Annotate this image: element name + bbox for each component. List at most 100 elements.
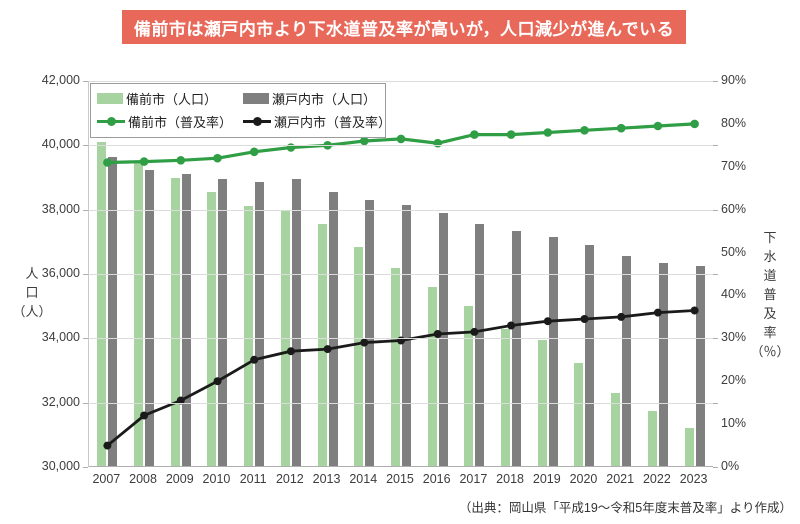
right-tick-label: 10%	[721, 416, 747, 431]
marker-setouchi-rate-2013	[323, 345, 332, 354]
marker-setouchi-rate-2018	[507, 321, 516, 330]
bar-setouchi-population-2020	[585, 245, 595, 467]
marker-bizen-rate-2022	[653, 121, 663, 131]
x-label-2019: 2019	[532, 472, 561, 486]
right-axis-title-line: （％）	[750, 344, 790, 359]
right-axis-title-line: 水	[763, 249, 777, 264]
legend-dot	[253, 117, 262, 126]
marker-setouchi-rate-2007	[103, 441, 112, 450]
left-axis-tick	[83, 274, 88, 275]
x-label-2011: 2011	[239, 472, 267, 486]
marker-setouchi-rate-2010	[213, 377, 222, 386]
x-label-2017: 2017	[459, 472, 488, 486]
legend-item-bizen-rate: 備前市（普及率）	[97, 112, 243, 131]
bar-bizen-population-2008	[134, 161, 144, 467]
left-axis-tick	[83, 81, 88, 82]
bar-bizen-population-2021	[611, 393, 621, 467]
legend-swatch-setouchi-rate	[243, 116, 271, 127]
left-axis-title-line: 人	[25, 266, 39, 281]
right-tick-label: 60%	[721, 201, 747, 216]
bar-setouchi-population-2013	[328, 192, 338, 467]
bar-setouchi-population-2016	[438, 212, 448, 467]
x-label-2014: 2014	[349, 472, 378, 486]
left-axis-tick	[83, 338, 88, 339]
bar-bizen-population-2022	[647, 410, 657, 467]
marker-bizen-rate-2015	[396, 134, 406, 144]
marker-setouchi-rate-2009	[176, 396, 185, 405]
x-label-2022: 2022	[642, 472, 671, 486]
legend-item-setouchi-rate: 瀬戸内市（普及率）	[243, 112, 391, 131]
legend-label-setouchi-population: 瀬戸内市（人口）	[272, 92, 377, 107]
gridline	[89, 403, 713, 404]
gridline	[89, 338, 713, 339]
x-label-2020: 2020	[569, 472, 598, 486]
bar-bizen-population-2007	[97, 142, 107, 467]
left-tick-label: 40,000	[41, 137, 80, 152]
bar-bizen-population-2016	[427, 286, 437, 467]
left-axis-tick	[83, 403, 88, 404]
left-tick-label: 32,000	[41, 394, 80, 409]
bar-setouchi-population-2021	[622, 256, 632, 467]
legend-item-setouchi-population: 瀬戸内市（人口）	[243, 89, 391, 108]
marker-setouchi-rate-2023	[690, 306, 699, 315]
marker-bizen-rate-2021	[616, 123, 626, 133]
right-axis-tick	[713, 403, 718, 404]
right-axis-tick-labels: 90% 80% 70% 60% 50% 40% 30% 20% 10% 0%	[721, 0, 767, 524]
right-axis-tick	[713, 145, 718, 146]
bar-group-2016	[419, 81, 456, 467]
plot-area: 備前市（人口） 瀬戸内市（人口） 備前市（普及率） 瀬戸内市（普及率）	[83, 81, 718, 468]
bar-group-2011	[236, 81, 273, 467]
bar-bizen-population-2010	[207, 192, 217, 467]
bar-group-2020	[566, 81, 603, 467]
left-axis-title: 人口 （人）	[8, 264, 56, 321]
bar-bizen-population-2017	[464, 306, 474, 467]
bar-setouchi-population-2017	[475, 224, 485, 467]
bar-group-2007	[89, 81, 126, 467]
left-axis-title-line: 口	[25, 285, 39, 300]
legend-label-setouchi-rate: 瀬戸内市（普及率）	[274, 115, 392, 130]
left-tick-label: 38,000	[41, 201, 80, 216]
right-tick-label: 50%	[721, 244, 747, 259]
marker-setouchi-rate-2014	[360, 338, 369, 347]
marker-setouchi-rate-2012	[286, 347, 295, 356]
marker-bizen-rate-2020	[580, 126, 589, 135]
gridline	[89, 81, 713, 82]
marker-setouchi-rate-2020	[580, 315, 589, 323]
x-label-2009: 2009	[165, 472, 194, 486]
gridline	[89, 274, 713, 275]
right-axis-tick	[713, 81, 718, 82]
bar-group-2015	[383, 81, 420, 467]
bar-setouchi-population-2011	[255, 182, 265, 467]
gridline	[89, 210, 713, 211]
line-setouchi-rate	[106, 309, 695, 447]
bar-setouchi-population-2009	[181, 174, 191, 467]
legend: 備前市（人口） 瀬戸内市（人口） 備前市（普及率） 瀬戸内市（普及率）	[90, 83, 391, 138]
bar-group-2023	[676, 81, 713, 467]
marker-bizen-rate-2018	[506, 130, 516, 139]
marker-setouchi-rate-2017	[470, 327, 479, 336]
right-axis-tick	[713, 467, 718, 468]
legend-item-bizen-population: 備前市（人口）	[97, 89, 243, 108]
right-tick-label: 40%	[721, 287, 747, 302]
marker-bizen-rate-2007	[103, 158, 112, 167]
bar-setouchi-population-2012	[291, 179, 301, 467]
x-label-2010: 2010	[202, 472, 231, 486]
gridline	[89, 466, 713, 467]
bar-bizen-population-2018	[501, 328, 511, 467]
left-axis-tick	[83, 210, 88, 211]
left-axis-tick	[83, 467, 88, 468]
bar-setouchi-population-2008	[145, 169, 155, 467]
legend-label-bizen-rate: 備前市（普及率）	[128, 115, 233, 130]
marker-bizen-rate-2010	[213, 153, 222, 163]
bar-bizen-population-2014	[354, 246, 364, 467]
bar-group-2022	[640, 81, 677, 467]
marker-bizen-rate-2017	[470, 130, 479, 139]
x-label-2016: 2016	[422, 472, 451, 486]
bar-bizen-population-2013	[317, 224, 327, 467]
marker-setouchi-rate-2021	[617, 312, 626, 321]
left-tick-label: 36,000	[41, 266, 80, 280]
legend-dot	[107, 117, 116, 126]
x-label-2021: 2021	[606, 472, 635, 486]
marker-bizen-rate-2011	[249, 147, 259, 157]
